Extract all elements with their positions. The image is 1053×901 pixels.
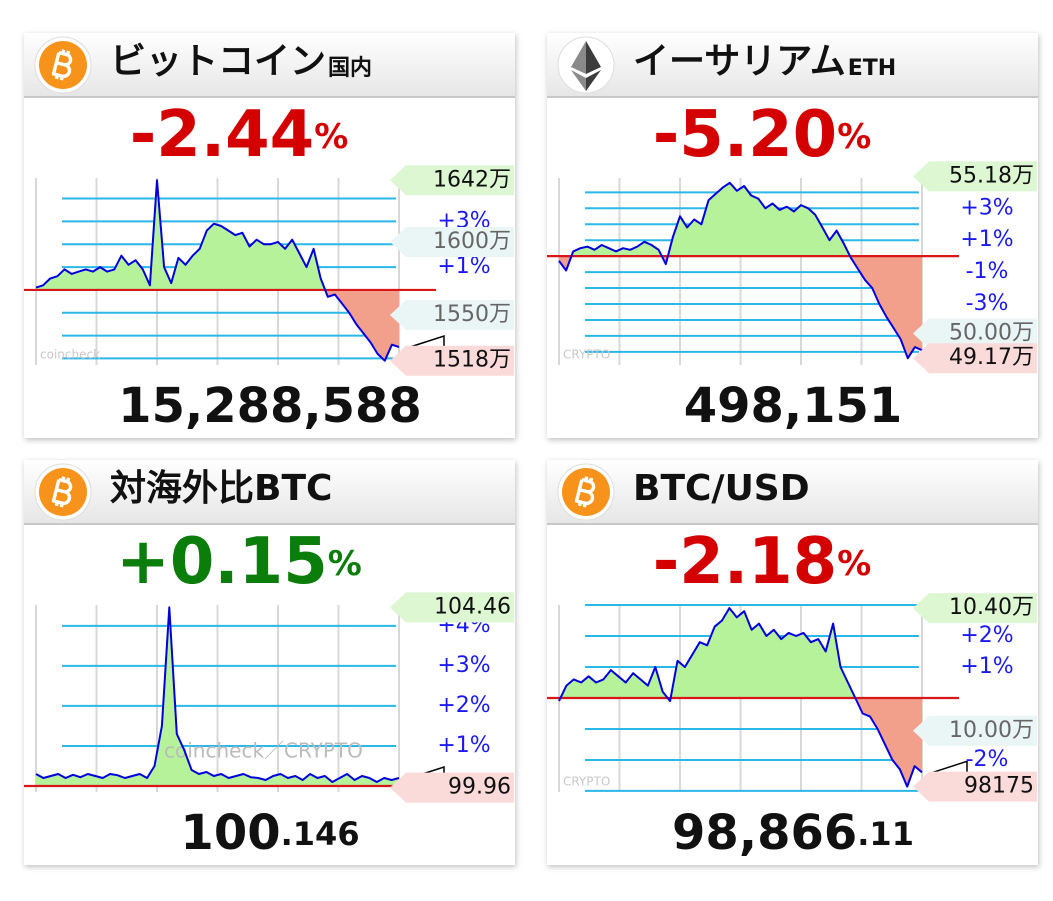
eth-top bbox=[571, 41, 586, 74]
panel-header bbox=[24, 33, 515, 97]
bitcoin-glyph bbox=[574, 476, 596, 508]
change-unit: % bbox=[314, 117, 348, 157]
price-label-box bbox=[390, 300, 514, 331]
change-value: -2.44 bbox=[130, 98, 314, 172]
panel-title: ビットコイン bbox=[110, 41, 326, 82]
price-label: 1518万 bbox=[433, 348, 511, 373]
price-main: 15,288,588 bbox=[118, 378, 422, 434]
panel: BTC/USD -2.18% CRYPTO +2% +1% -2% 10.40万 10.00万… bbox=[547, 460, 1038, 865]
price-main: 98,866 bbox=[672, 805, 857, 861]
price-label-box bbox=[913, 593, 1037, 624]
price-label: 10.40万 bbox=[949, 595, 1034, 620]
glyph-b bbox=[51, 476, 73, 508]
area-up bbox=[36, 180, 326, 290]
price-label-box bbox=[913, 715, 1037, 746]
y-tick-label: +2% bbox=[960, 623, 1013, 648]
price: 98,866.11 bbox=[672, 805, 914, 861]
price-line bbox=[35, 179, 400, 362]
watermark: coincheck／CRYPTO bbox=[164, 739, 363, 763]
panel-title: BTC/USD bbox=[633, 468, 810, 509]
price: 498,151 bbox=[684, 378, 903, 434]
panel-header bbox=[547, 33, 1038, 97]
price-label: 10.00万 bbox=[949, 718, 1034, 743]
price-label-box bbox=[390, 345, 514, 376]
area-down bbox=[36, 289, 399, 361]
area-down bbox=[559, 256, 922, 359]
y-tick-label: +1% bbox=[437, 733, 490, 758]
price-label: 1600万 bbox=[433, 229, 511, 254]
y-tick-label: -2% bbox=[966, 747, 1009, 772]
y-tick-label: +2% bbox=[437, 693, 490, 718]
y-tick-label: +1% bbox=[960, 227, 1013, 252]
price-label-box bbox=[390, 772, 514, 803]
price-label: 50.00万 bbox=[949, 320, 1034, 345]
y-tick-label: -3% bbox=[966, 291, 1009, 316]
y-tick-label: +3% bbox=[437, 653, 490, 678]
panel-header bbox=[24, 460, 515, 524]
change: -2.18% bbox=[653, 525, 872, 599]
price-decimals: .11 bbox=[857, 815, 914, 853]
panel-title-suffix: ETH bbox=[848, 56, 896, 81]
change-unit: % bbox=[837, 544, 871, 584]
watermark: CRYPTO bbox=[563, 775, 610, 789]
watermark: coincheck bbox=[40, 348, 100, 362]
panel: 対海外比BTC+0.15%coincheck／CRYPTO+4%+3%+2%+1… bbox=[24, 460, 515, 865]
price-main: 498,151 bbox=[684, 378, 903, 434]
price-label: 99.96 bbox=[448, 775, 511, 800]
area-up bbox=[571, 182, 851, 257]
eth-top bbox=[586, 41, 601, 74]
price-label-box bbox=[390, 165, 514, 196]
panel-header bbox=[547, 460, 1038, 524]
price-main: 100 bbox=[180, 805, 280, 861]
change-unit: % bbox=[328, 544, 362, 584]
price: 15,288,588 bbox=[118, 378, 422, 434]
y-tick-label: +1% bbox=[437, 254, 490, 279]
y-tick-label: +1% bbox=[960, 654, 1013, 679]
area-up bbox=[560, 608, 856, 698]
price-label: 1550万 bbox=[433, 302, 511, 327]
panel-title-suffix: 国内 bbox=[328, 56, 372, 81]
change-value: +0.15 bbox=[116, 525, 328, 599]
eth-bottom bbox=[571, 70, 586, 91]
price-line bbox=[558, 607, 923, 788]
price-label: 49.17万 bbox=[949, 345, 1034, 370]
price-label-box bbox=[913, 343, 1037, 374]
price-label-box bbox=[913, 161, 1037, 192]
change: +0.15% bbox=[116, 525, 362, 599]
glyph-b bbox=[574, 476, 596, 508]
y-tick-label: +3% bbox=[960, 195, 1013, 220]
price-label: 55.18万 bbox=[949, 163, 1034, 188]
eth-bottom bbox=[586, 70, 601, 91]
price-label-box bbox=[913, 318, 1037, 349]
price-label-box bbox=[390, 226, 514, 257]
y-tick-label: -1% bbox=[966, 259, 1009, 284]
panel-title: イーサリアム bbox=[633, 41, 846, 82]
price-line bbox=[35, 606, 400, 783]
bitcoin-glyph bbox=[51, 49, 73, 81]
price: 100.146 bbox=[180, 805, 359, 861]
panel: イーサリアム ETH -5.20% CRYPTO +3% +1% -1% -3% 55.18万 5… bbox=[547, 33, 1038, 438]
area-down bbox=[559, 697, 922, 787]
bitcoin-glyph bbox=[51, 476, 73, 508]
price-label: 1642万 bbox=[433, 167, 511, 192]
price-line bbox=[558, 181, 923, 360]
watermark: CRYPTO bbox=[563, 348, 610, 362]
price-decimals: .146 bbox=[281, 815, 360, 853]
price-label-box bbox=[913, 771, 1037, 802]
glyph-b bbox=[51, 49, 73, 81]
change-value: -5.20 bbox=[653, 98, 837, 172]
price-label: 104.46 bbox=[434, 594, 511, 619]
change: -5.20% bbox=[653, 98, 872, 172]
price-label-box bbox=[390, 592, 514, 623]
price-label: 98175 bbox=[964, 774, 1034, 799]
change-value: -2.18 bbox=[653, 525, 837, 599]
change: -2.44% bbox=[130, 98, 349, 172]
panel: ビットコイン 国内-2.44%coincheck+3%+1%1642万1600万1… bbox=[24, 33, 515, 438]
change-unit: % bbox=[837, 117, 871, 157]
panel-title: 対海外比BTC bbox=[110, 468, 332, 509]
